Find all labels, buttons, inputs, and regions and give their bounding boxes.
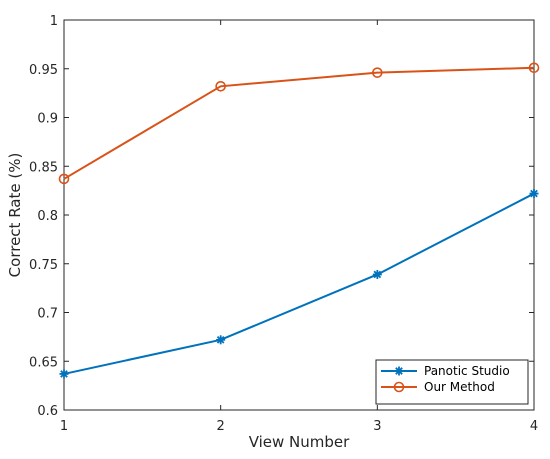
data-point-1-1 [215,81,226,92]
y-tick-label: 0.85 [29,160,58,175]
plot-area [63,19,535,411]
data-point-1-3 [528,62,540,74]
y-tick-label: 0.7 [37,307,58,322]
x-axis-title: View Number [249,433,350,451]
series-line-0 [63,192,535,375]
legend-box [375,359,529,405]
legend-label-panotic: Panotic Studio [424,364,510,378]
series-line-1 [63,66,535,180]
legend: Panotic Studio Our Method [375,359,529,405]
data-point-1-0 [58,173,70,185]
x-tick-label: 3 [373,419,381,434]
legend-marker-our-method [393,381,405,393]
legend-marker-symbol [393,381,405,393]
legend-marker-panotic [394,366,404,376]
legend-marker-symbol [394,366,404,376]
legend-label-our-method: Our Method [424,380,495,394]
y-tick-label: 0.6 [37,404,58,419]
y-tick-label: 0.75 [29,258,58,273]
series-layer [58,62,540,379]
y-tick-label: 0.9 [37,112,58,127]
y-axis: 0.6 0.65 0.7 0.75 0.8 0.85 0.9 0.95 1 [29,14,534,419]
data-point-1-2 [372,67,383,78]
x-axis: 1 2 3 4 [60,20,538,434]
y-tick-label: 0.65 [29,355,58,370]
y-tick-label: 0.8 [37,209,58,224]
data-point-0-0 [59,369,69,379]
data-point-0-2 [372,269,382,279]
y-axis-title: Correct Rate (%) [6,153,24,278]
x-tick-label: 1 [60,419,68,434]
y-tick-label: 0.95 [29,63,58,78]
y-tick-label: 1 [50,14,58,29]
x-tick-label: 2 [217,419,225,434]
data-point-0-3 [529,189,539,199]
x-tick-label: 4 [530,419,538,434]
data-point-0-1 [216,335,226,345]
